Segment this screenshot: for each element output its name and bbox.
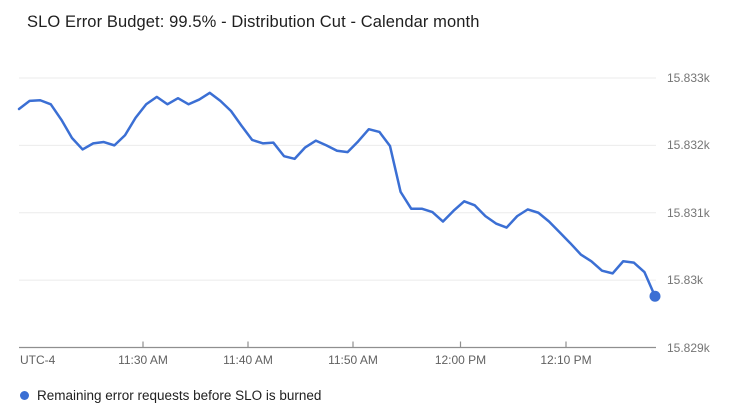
x-axis-label: 12:00 PM: [434, 353, 487, 367]
x-axis-label: 11:30 AM: [118, 353, 168, 367]
x-axis-label: 11:50 AM: [328, 353, 378, 367]
series-end-dot[interactable]: [649, 290, 661, 302]
series-line[interactable]: [17, 91, 657, 298]
y-axis-label: 15.832k: [667, 138, 710, 152]
x-axis-timezone-label: UTC-4: [20, 353, 56, 367]
y-axis-label: 15.831k: [667, 206, 710, 220]
series-color-dot-icon: [20, 390, 29, 400]
chart-title: SLO Error Budget: 99.5% - Distribution C…: [27, 13, 480, 31]
legend-label: Remaining error requests before SLO is b…: [37, 387, 322, 403]
x-axis-label: 12:10 PM: [540, 353, 592, 367]
legend-item[interactable]: Remaining error requests before SLO is b…: [20, 385, 321, 405]
x-axis-label: 11:40 AM: [223, 353, 273, 367]
y-axis-label: 15.83k: [667, 273, 704, 287]
y-axis-label: 15.833k: [667, 71, 710, 85]
y-axis-label: 15.829k: [667, 341, 710, 355]
